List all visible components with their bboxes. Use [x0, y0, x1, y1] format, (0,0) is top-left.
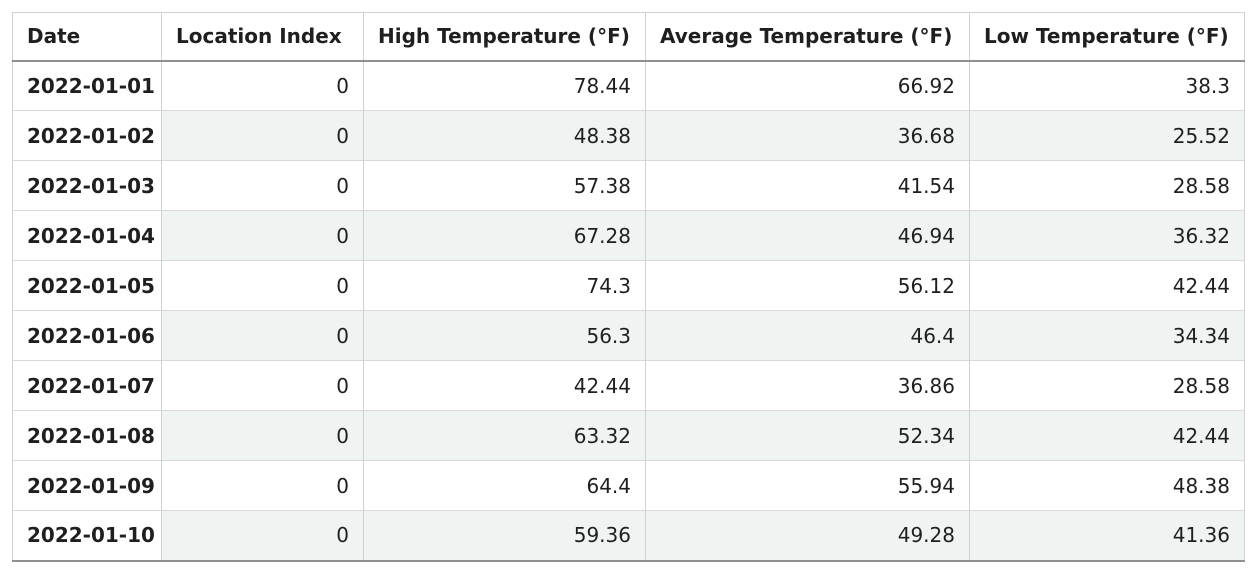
low-temperature-cell: 48.38 [969, 460, 1245, 511]
average-temperature-cell: 49.28 [645, 510, 970, 561]
location-index-cell: 0 [161, 310, 364, 361]
date-cell: 2022-01-03 [12, 160, 162, 211]
date-cell: 2022-01-07 [12, 360, 162, 411]
high-temperature-cell: 56.3 [363, 310, 646, 361]
low-temperature-cell: 42.44 [969, 260, 1245, 311]
location-index-cell: 0 [161, 260, 364, 311]
table-row: 2022-01-09 0 64.4 55.94 48.38 [12, 460, 1245, 511]
table-row: 2022-01-06 0 56.3 46.4 34.34 [12, 310, 1245, 361]
table-body: 2022-01-01 0 78.44 66.92 38.3 2022-01-02 0 48.3… [12, 60, 1245, 561]
high-temperature-cell: 64.4 [363, 460, 646, 511]
average-temperature-cell: 46.4 [645, 310, 970, 361]
high-temperature-cell: 63.32 [363, 410, 646, 461]
location-index-cell: 0 [161, 510, 364, 561]
low-temperature-cell: 41.36 [969, 510, 1245, 561]
average-temperature-cell: 52.34 [645, 410, 970, 461]
high-temperature-cell: 42.44 [363, 360, 646, 411]
table-row: 2022-01-04 0 67.28 46.94 36.32 [12, 210, 1245, 261]
column-header-location-index: Location Index [161, 12, 364, 62]
high-temperature-cell: 57.38 [363, 160, 646, 211]
location-index-cell: 0 [161, 160, 364, 211]
date-cell: 2022-01-04 [12, 210, 162, 261]
location-index-cell: 0 [161, 210, 364, 261]
table-row: 2022-01-08 0 63.32 52.34 42.44 [12, 410, 1245, 461]
table-row: 2022-01-01 0 78.44 66.92 38.3 [12, 60, 1245, 111]
low-temperature-cell: 34.34 [969, 310, 1245, 361]
location-index-cell: 0 [161, 410, 364, 461]
column-header-high-temperature: High Temperature (°F) [363, 12, 646, 62]
high-temperature-cell: 67.28 [363, 210, 646, 261]
average-temperature-cell: 66.92 [645, 60, 970, 111]
column-header-average-temperature: Average Temperature (°F) [645, 12, 970, 62]
table-row: 2022-01-05 0 74.3 56.12 42.44 [12, 260, 1245, 311]
date-cell: 2022-01-01 [12, 60, 162, 111]
average-temperature-cell: 41.54 [645, 160, 970, 211]
high-temperature-cell: 48.38 [363, 110, 646, 161]
low-temperature-cell: 42.44 [969, 410, 1245, 461]
average-temperature-cell: 55.94 [645, 460, 970, 511]
average-temperature-cell: 56.12 [645, 260, 970, 311]
date-cell: 2022-01-08 [12, 410, 162, 461]
low-temperature-cell: 28.58 [969, 160, 1245, 211]
date-cell: 2022-01-09 [12, 460, 162, 511]
temperature-table: Date Location Index High Temperature (°F) A… [12, 12, 1245, 562]
average-temperature-cell: 36.68 [645, 110, 970, 161]
location-index-cell: 0 [161, 360, 364, 411]
high-temperature-cell: 59.36 [363, 510, 646, 561]
average-temperature-cell: 46.94 [645, 210, 970, 261]
date-cell: 2022-01-06 [12, 310, 162, 361]
location-index-cell: 0 [161, 60, 364, 111]
table-row: 2022-01-10 0 59.36 49.28 41.36 [12, 510, 1245, 561]
table-row: 2022-01-07 0 42.44 36.86 28.58 [12, 360, 1245, 411]
location-index-cell: 0 [161, 460, 364, 511]
low-temperature-cell: 25.52 [969, 110, 1245, 161]
date-cell: 2022-01-02 [12, 110, 162, 161]
column-header-low-temperature: Low Temperature (°F) [969, 12, 1245, 62]
average-temperature-cell: 36.86 [645, 360, 970, 411]
column-header-date: Date [12, 12, 162, 62]
low-temperature-cell: 38.3 [969, 60, 1245, 111]
high-temperature-cell: 74.3 [363, 260, 646, 311]
table-row: 2022-01-03 0 57.38 41.54 28.58 [12, 160, 1245, 211]
table-row: 2022-01-02 0 48.38 36.68 25.52 [12, 110, 1245, 161]
low-temperature-cell: 36.32 [969, 210, 1245, 261]
high-temperature-cell: 78.44 [363, 60, 646, 111]
header-row: Date Location Index High Temperature (°F) A… [12, 12, 1245, 62]
date-cell: 2022-01-10 [12, 510, 162, 561]
table-header: Date Location Index High Temperature (°F) A… [12, 12, 1245, 62]
low-temperature-cell: 28.58 [969, 360, 1245, 411]
location-index-cell: 0 [161, 110, 364, 161]
date-cell: 2022-01-05 [12, 260, 162, 311]
